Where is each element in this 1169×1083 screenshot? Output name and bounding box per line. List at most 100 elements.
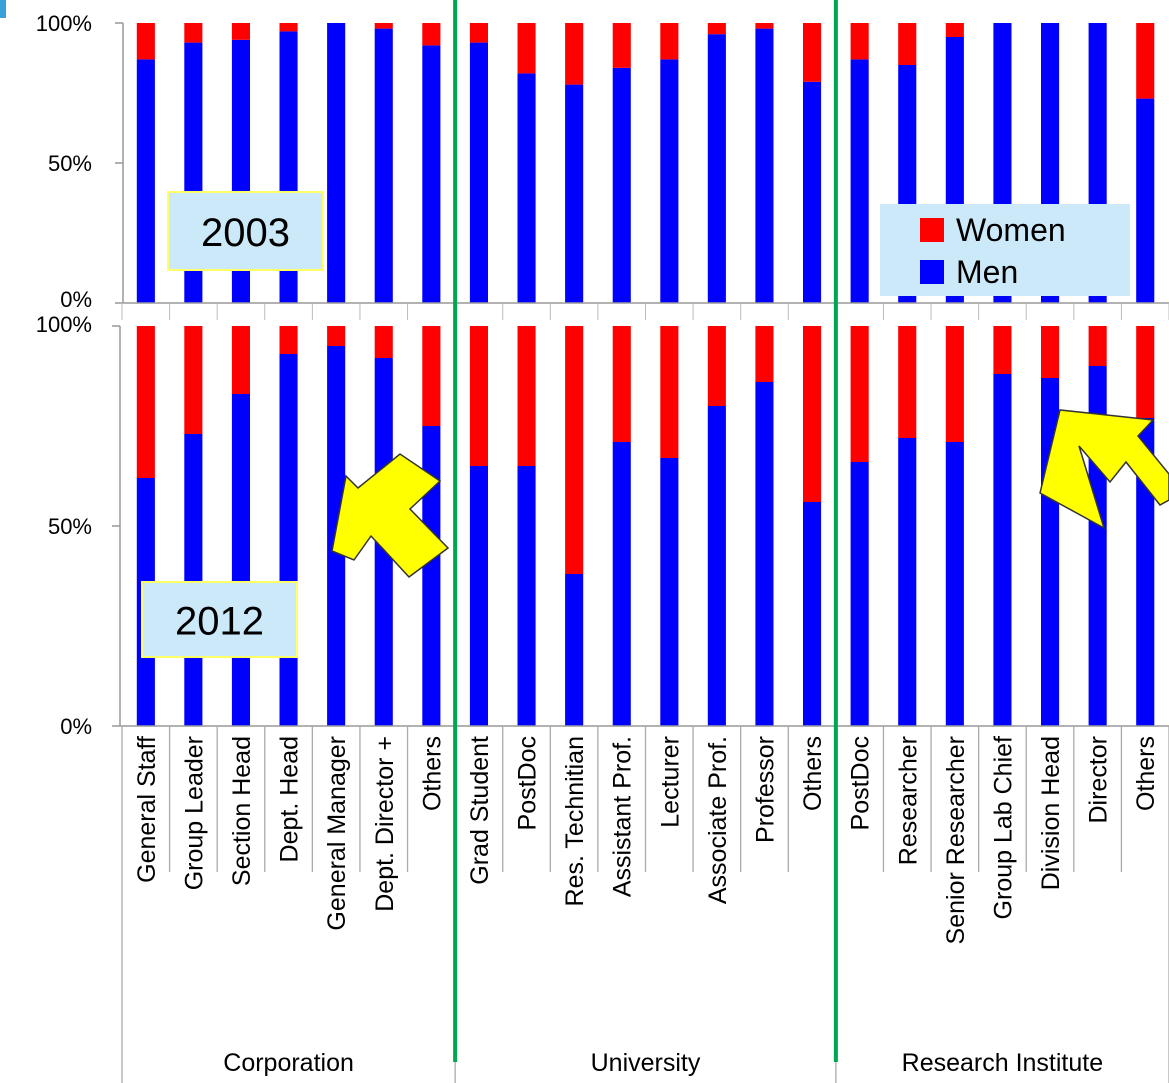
bar-women	[565, 326, 584, 574]
bar-men	[945, 442, 964, 726]
bar-men	[660, 458, 679, 726]
bar-women	[660, 23, 679, 60]
group-label: Corporation	[223, 1049, 354, 1077]
bar-women	[136, 326, 155, 478]
legend-label: Women	[956, 212, 1066, 248]
bar-men	[850, 462, 869, 726]
annotation-arrow	[1039, 409, 1169, 530]
group-label: Research Institute	[902, 1049, 1104, 1077]
bar-men	[565, 84, 584, 303]
category-label: Senior Researcher	[942, 736, 970, 944]
bar-women	[469, 23, 488, 43]
bar-men	[422, 426, 441, 726]
bar-men	[231, 394, 250, 726]
bar-women	[469, 326, 488, 466]
bar-men	[612, 442, 631, 726]
category-label: Grad Student	[466, 736, 494, 885]
bar-women	[1088, 326, 1107, 366]
bar-women	[898, 326, 917, 438]
category-label: General Staff	[133, 736, 161, 883]
bar-women	[1136, 23, 1155, 99]
bar-men	[803, 502, 822, 726]
year-label: 2012	[175, 600, 264, 644]
bar-women	[279, 326, 298, 354]
category-label: PostDoc	[847, 736, 875, 830]
category-label: General Manager	[323, 736, 351, 931]
bar-men	[993, 374, 1012, 726]
category-label: Res. Technitian	[561, 736, 589, 906]
bar-women	[612, 23, 631, 68]
corner-marker	[0, 0, 6, 18]
bar-men	[850, 59, 869, 304]
bar-men	[374, 28, 393, 303]
bar-men	[469, 466, 488, 726]
category-label: Dept. Head	[276, 736, 304, 862]
category-label: Others	[418, 736, 446, 811]
bar-women	[803, 326, 822, 502]
bar-men	[327, 23, 346, 303]
year-box	[141, 581, 298, 658]
bar-men	[755, 382, 774, 726]
bar-men	[517, 466, 536, 726]
bar-women	[231, 23, 250, 40]
legend-swatch	[920, 260, 944, 284]
bar-women	[945, 23, 964, 37]
bar-women	[136, 23, 155, 60]
bar-women	[1041, 326, 1060, 378]
bar-men	[707, 406, 726, 726]
category-label: Professor	[752, 736, 780, 843]
axis-layer: 100%50%0%100%50%0%General Staff Group Lea…	[36, 11, 1169, 1083]
bar-women	[898, 23, 917, 65]
category-label: Section Head	[228, 736, 256, 886]
bar-men	[660, 59, 679, 304]
bar-men	[279, 354, 298, 726]
bar-women	[707, 23, 726, 35]
bar-men	[898, 438, 917, 726]
bar-men	[1136, 418, 1155, 726]
bar-women	[184, 23, 203, 43]
bar-women	[803, 23, 822, 82]
bar-women	[850, 326, 869, 462]
category-label: Assistant Prof.	[609, 736, 637, 897]
bar-women	[755, 326, 774, 382]
bar-men	[517, 73, 536, 304]
category-label: Others	[1132, 736, 1160, 811]
y-tick-label: 50%	[48, 151, 92, 176]
bar-men	[707, 34, 726, 303]
bar-women	[374, 23, 393, 29]
bar-women	[707, 326, 726, 406]
bar-women	[184, 326, 203, 434]
bar-women	[660, 326, 679, 458]
annotation-layer: 2003 2012 Women Men	[141, 0, 1169, 1062]
bar-men	[755, 28, 774, 303]
bar-men	[565, 574, 584, 726]
legend-swatch	[920, 218, 944, 242]
bar-men	[422, 45, 441, 304]
annotation-arrow	[331, 453, 450, 579]
legend-label: Men	[956, 254, 1018, 290]
category-label: Group Leader	[180, 736, 208, 890]
bar-women	[327, 326, 346, 346]
y-tick-label: 100%	[36, 11, 92, 36]
category-label: Division Head	[1037, 736, 1065, 890]
category-label: Others	[799, 736, 827, 811]
bar-women	[755, 23, 774, 29]
bar-women	[374, 326, 393, 358]
bar-women	[422, 23, 441, 46]
year-box	[167, 191, 324, 271]
bar-women	[231, 326, 250, 394]
category-label: Director	[1085, 736, 1113, 824]
y-tick-label: 0%	[60, 287, 92, 312]
category-label: Researcher	[894, 736, 922, 865]
bar-women	[517, 23, 536, 74]
category-label: PostDoc	[514, 736, 542, 830]
bar-men	[136, 59, 155, 304]
bar-men	[469, 42, 488, 303]
bar-men	[612, 67, 631, 303]
bar-men	[1136, 98, 1155, 303]
category-label: Group Lab Chief	[989, 736, 1017, 920]
y-tick-label: 100%	[36, 312, 92, 337]
y-tick-label: 0%	[60, 714, 92, 739]
bar-women	[279, 23, 298, 32]
